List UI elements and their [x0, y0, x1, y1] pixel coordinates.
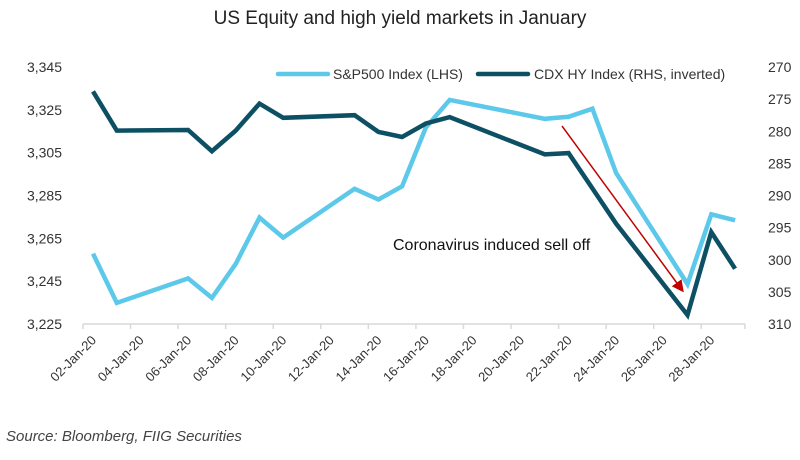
y-right-tick-label: 295 — [768, 220, 792, 236]
y-left-tick-label: 3,265 — [27, 230, 62, 246]
y-left-tick-label: 3,225 — [27, 316, 62, 332]
y-right-tick-label: 285 — [768, 155, 792, 171]
x-tick-label: 28-Jan-20 — [665, 333, 717, 385]
y-right-tick-label: 280 — [768, 123, 792, 139]
x-tick-label: 02-Jan-20 — [47, 333, 99, 385]
y-left-tick-label: 3,285 — [27, 188, 62, 204]
x-tick-label: 14-Jan-20 — [332, 333, 384, 385]
x-tick-label: 24-Jan-20 — [570, 333, 622, 385]
legend-label: CDX HY Index (RHS, inverted) — [534, 66, 725, 82]
x-tick-label: 10-Jan-20 — [237, 333, 289, 385]
x-tick-label: 18-Jan-20 — [428, 333, 480, 385]
annotation-text: Coronavirus induced sell off — [393, 237, 591, 254]
x-tick-label: 04-Jan-20 — [95, 333, 147, 385]
source-note: Source: Bloomberg, FIIG Securities — [6, 428, 242, 445]
y-left-tick-label: 3,325 — [27, 102, 62, 118]
x-tick-label: 16-Jan-20 — [380, 333, 432, 385]
x-tick-label: 06-Jan-20 — [142, 333, 194, 385]
y-left-tick-label: 3,305 — [27, 145, 62, 161]
y-left-tick-label: 3,245 — [27, 273, 62, 289]
x-tick-label: 12-Jan-20 — [285, 333, 337, 385]
chart-title: US Equity and high yield markets in Janu… — [213, 8, 587, 29]
y-right-tick-label: 300 — [768, 252, 792, 268]
x-tick-label: 08-Jan-20 — [190, 333, 242, 385]
y-right-tick-label: 275 — [768, 91, 792, 107]
legend-label: S&P500 Index (LHS) — [333, 66, 463, 82]
y-left-tick-label: 3,345 — [27, 59, 62, 75]
y-right-tick-label: 270 — [768, 59, 792, 75]
x-tick-label: 20-Jan-20 — [475, 333, 527, 385]
sell-off-arrow — [561, 125, 684, 293]
x-tick-label: 26-Jan-20 — [618, 333, 670, 385]
y-right-tick-label: 305 — [768, 284, 792, 300]
y-right-tick-label: 310 — [768, 316, 792, 332]
x-tick-label: 22-Jan-20 — [523, 333, 575, 385]
y-right-tick-label: 290 — [768, 188, 792, 204]
